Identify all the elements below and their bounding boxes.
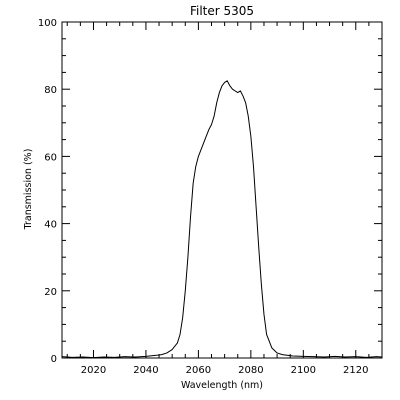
y-axis-label: Transmission (%): [23, 149, 34, 231]
plot-frame: [61, 21, 383, 359]
x-tick-label: 2100: [291, 365, 316, 376]
chart-title: Filter 5305: [190, 4, 254, 18]
x-ticks: 2020 2040 2060 2080 2100 2120: [66, 22, 383, 376]
y-tick-label: 100: [38, 18, 57, 29]
x-tick-label: 2060: [186, 365, 211, 376]
y-tick-label: 80: [44, 85, 57, 96]
series-layer: [61, 80, 383, 359]
x-axis-label: Wavelength (nm): [181, 380, 263, 391]
x-tick-label: 2080: [238, 365, 263, 376]
y-tick-label: 0: [51, 354, 57, 365]
x-tick-label: 2020: [81, 365, 106, 376]
x-tick-label: 2120: [343, 365, 368, 376]
y-tick-label: 20: [44, 287, 57, 298]
transmission-line: [61, 80, 383, 359]
y-tick-label: 60: [44, 152, 57, 163]
y-tick-label: 40: [44, 220, 57, 231]
y-ticks: 0 20 40 60 80 100: [38, 18, 382, 365]
x-tick-label: 2040: [133, 365, 158, 376]
